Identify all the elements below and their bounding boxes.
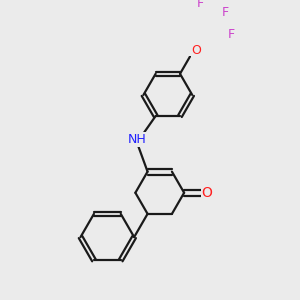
Text: O: O bbox=[192, 44, 202, 57]
Text: F: F bbox=[197, 0, 204, 10]
Text: F: F bbox=[228, 28, 235, 41]
Text: NH: NH bbox=[128, 133, 146, 146]
Text: F: F bbox=[222, 6, 229, 20]
Text: O: O bbox=[201, 186, 212, 200]
